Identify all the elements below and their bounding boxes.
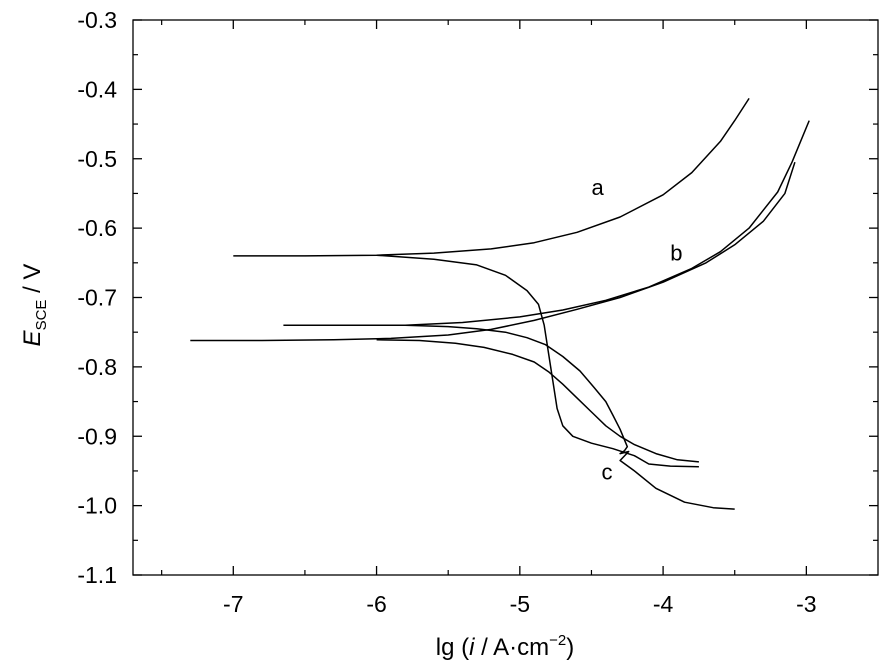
x-tick-label: -5 — [510, 591, 530, 617]
series-label-c: c — [601, 459, 612, 484]
y-tick-label: -0.3 — [77, 7, 117, 33]
series-line-c-cathodic — [376, 339, 699, 463]
y-tick-label: -1.0 — [77, 493, 117, 519]
series-line-b-cathodic — [405, 324, 735, 510]
series-label-b: b — [670, 241, 682, 266]
x-axis-title: lg (i / A·cm−2) — [436, 632, 574, 661]
plot-frame — [132, 19, 879, 576]
series-line-a-cathodic — [376, 254, 699, 468]
axis-ticks — [133, 19, 878, 576]
x-tick-label: -6 — [366, 591, 386, 617]
series-label-a: a — [591, 175, 604, 200]
series-line-b-anodic — [283, 120, 810, 326]
series-line-c-anodic — [190, 161, 796, 342]
x-tick-label: -4 — [653, 591, 674, 617]
y-tick-label: -1.1 — [77, 562, 117, 588]
series-line-a-anodic — [233, 97, 750, 257]
series-group — [190, 97, 810, 510]
y-tick-label: -0.5 — [77, 146, 117, 172]
y-tick-label: -0.8 — [77, 354, 117, 380]
y-tick-label: -0.9 — [77, 423, 117, 449]
curve-labels: a b c — [591, 175, 682, 484]
x-tick-label: -3 — [796, 591, 816, 617]
y-axis-title: ESCE / V — [19, 264, 50, 347]
x-tick-label: -7 — [223, 591, 243, 617]
y-tick-label: -0.6 — [77, 215, 117, 241]
y-tick-label: -0.7 — [77, 285, 117, 311]
axis-tick-labels: -7 -6 -5 -4 -3 -1.1 -1.0 -0.9 -0.8 -0.7 -0.6 -0.5 -0… — [77, 7, 816, 617]
y-tick-label: -0.4 — [77, 76, 117, 102]
